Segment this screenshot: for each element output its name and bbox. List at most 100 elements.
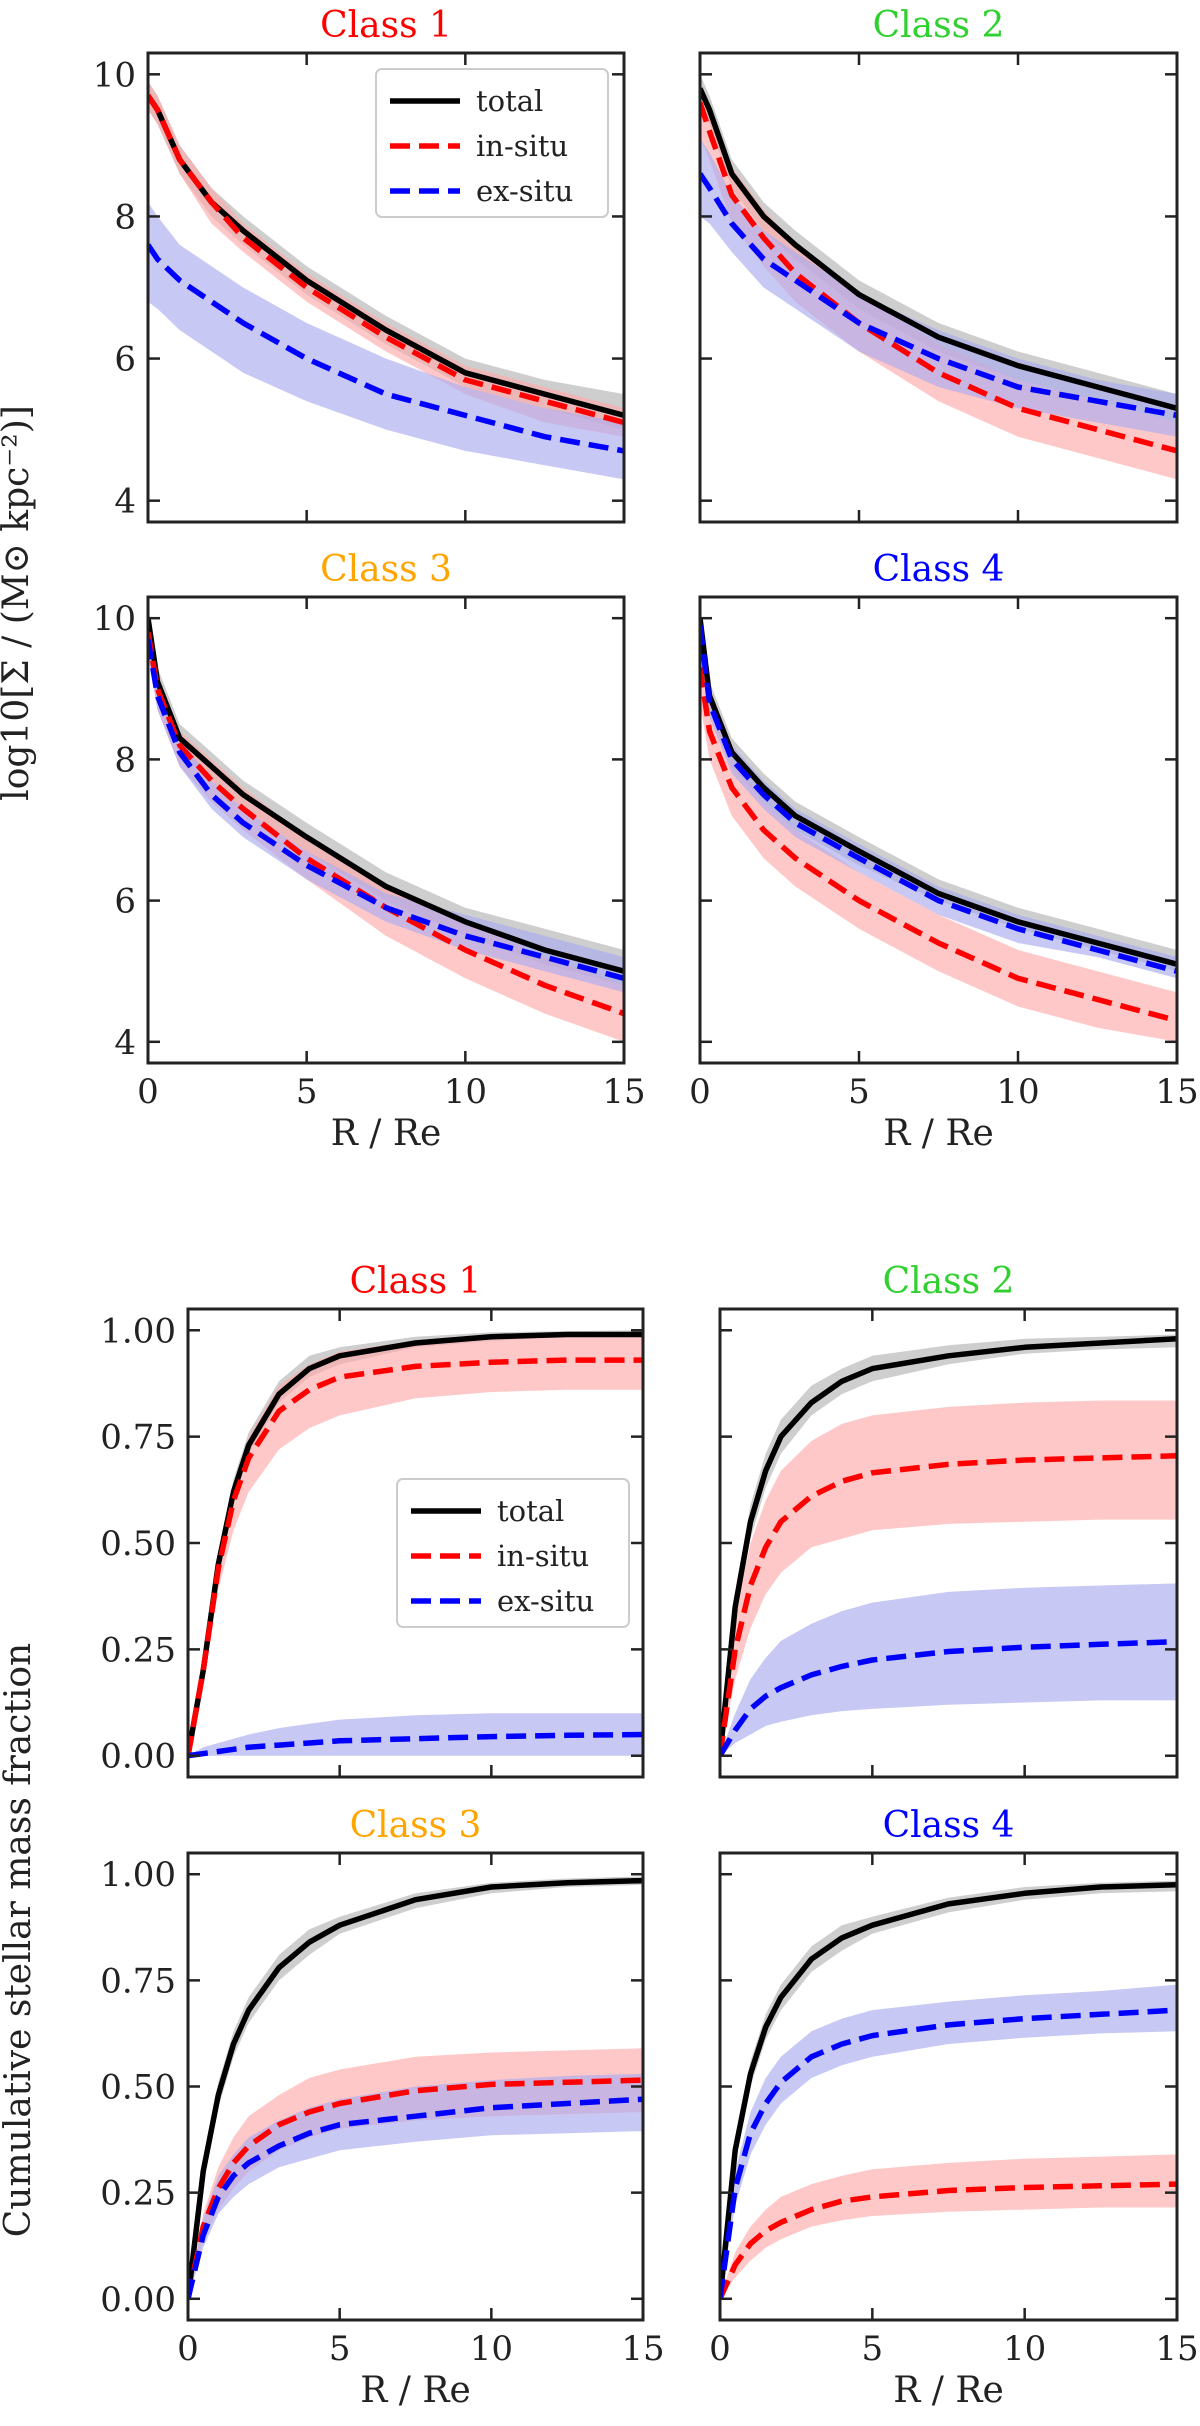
panel-2: Class 2 <box>698 5 1179 524</box>
x-tick-label: 15 <box>602 1072 645 1112</box>
plot-area <box>700 74 1177 480</box>
y-tick-label: 1.00 <box>100 1311 176 1351</box>
y-tick-label: 8 <box>114 197 136 237</box>
insitu-line <box>700 667 1177 1024</box>
y-tick-label: 0.25 <box>100 1630 176 1670</box>
panels: 4 6 8 10 Class 1 total in-situ ex-situ Class 2 4 6… <box>93 5 1199 2411</box>
axes-frame <box>146 51 626 524</box>
y-tick-label: 4 <box>114 1023 136 1063</box>
y-tick-label: 10 <box>93 599 136 639</box>
x-tick-label: 0 <box>137 1072 159 1112</box>
y-tick-label: 10 <box>93 55 136 95</box>
plot-area <box>148 604 624 1042</box>
y-tick-label: 0.75 <box>100 1961 176 2001</box>
legend-label-insitu: in-situ <box>497 1539 589 1573</box>
exsitu-line <box>148 638 624 981</box>
x-tick-label: 15 <box>621 2329 664 2369</box>
panel-title: Class 1 <box>320 5 452 46</box>
x-axis-label: R / Re <box>331 1113 442 1154</box>
axes-frame <box>698 595 1179 1065</box>
y-tick-label: 8 <box>114 740 136 780</box>
panel-4: 0 5 10 15 Class 4 R / Re <box>689 549 1198 1154</box>
axes-frame <box>698 51 1179 524</box>
x-tick-label: 0 <box>689 1072 711 1112</box>
total-line <box>720 1336 1177 1756</box>
x-tick-label: 15 <box>1155 1072 1198 1112</box>
y-tick-label: 0.50 <box>100 1524 176 1564</box>
panel-title: Class 1 <box>350 1261 482 1302</box>
legend-box <box>375 68 609 218</box>
insitu-band <box>148 618 624 1042</box>
exsitu-line <box>700 172 1177 419</box>
x-tick-label: 10 <box>444 1072 487 1112</box>
total-line <box>188 1877 643 2300</box>
y-tick-label: 6 <box>114 340 136 380</box>
y-tick-label: 0.50 <box>100 2068 176 2108</box>
total-band <box>148 81 624 430</box>
x-axis-label: R / Re <box>893 2370 1004 2411</box>
x-tick-label: 5 <box>329 2329 351 2369</box>
insitu-line <box>720 1453 1177 1757</box>
y-tick-label: 4 <box>114 482 136 522</box>
x-tick-label: 5 <box>848 1072 870 1112</box>
insitu-band <box>720 2154 1177 2299</box>
exsitu-line <box>720 1638 1177 1758</box>
panel-6: Class 2 <box>718 1261 1179 1779</box>
panel-title: Class 2 <box>873 5 1005 46</box>
insitu-line <box>700 101 1177 454</box>
panel-5: 0.00 0.25 0.50 0.75 1.00 Class 1 total in-situ e… <box>100 1261 645 1779</box>
panel-1: 4 6 8 10 Class 1 total in-situ ex-situ <box>93 5 626 524</box>
x-axis-label: R / Re <box>883 1113 994 1154</box>
insitu-line <box>148 94 624 426</box>
panel-8: 0 5 10 15 Class 4 R / Re <box>709 1805 1198 2411</box>
x-tick-label: 0 <box>177 2329 199 2369</box>
panel-title: Class 3 <box>350 1805 482 1846</box>
legend-label-total: total <box>476 84 543 118</box>
exsitu-band <box>720 1583 1177 1756</box>
legend-box <box>396 1478 630 1628</box>
exsitu-band <box>720 1984 1177 2299</box>
plot-area <box>720 1334 1177 1758</box>
legend: total in-situ ex-situ <box>396 1478 630 1628</box>
insitu-band <box>188 1334 643 1756</box>
panel-title: Class 3 <box>320 549 452 590</box>
legend-label-exsitu: ex-situ <box>476 174 573 208</box>
legend: total in-situ ex-situ <box>375 68 609 218</box>
x-tick-label: 10 <box>996 1072 1039 1112</box>
exsitu-band <box>700 611 1177 979</box>
y-tick-label: 1.00 <box>100 1855 176 1895</box>
total-line <box>700 87 1177 411</box>
x-tick-label: 10 <box>1003 2329 1046 2369</box>
plot-area <box>188 1876 643 2300</box>
exsitu-line <box>700 624 1177 974</box>
top-y-axis-label: log10[Σ / (M⊙ kpc⁻²)] <box>0 405 37 801</box>
plot-area <box>188 1330 643 1759</box>
exsitu-band <box>148 202 624 480</box>
panel-title: Class 2 <box>883 1261 1015 1302</box>
y-tick-label: 0.25 <box>100 2174 176 2214</box>
x-tick-label: 0 <box>709 2329 731 2369</box>
x-axis-label: R / Re <box>360 2370 471 2411</box>
plot-area <box>700 604 1177 1042</box>
insitu-band <box>700 639 1177 1042</box>
x-tick-label: 5 <box>862 2329 884 2369</box>
x-tick-label: 5 <box>296 1072 318 1112</box>
axes-frame <box>146 595 626 1065</box>
exsitu-line <box>188 1731 643 1759</box>
legend-label-total: total <box>497 1494 564 1528</box>
y-tick-label: 0.00 <box>100 1737 176 1777</box>
y-tick-label: 6 <box>114 882 136 922</box>
insitu-line <box>720 2181 1177 2300</box>
panel-title: Class 4 <box>873 549 1005 590</box>
total-line <box>720 1882 1177 2300</box>
exsitu-band <box>188 1713 643 1756</box>
panel-title: Class 4 <box>883 1805 1015 1846</box>
panel-7: 0.00 0.25 0.50 0.75 1.00 0 5 10 15 Class 3 R / Re <box>100 1805 664 2411</box>
exsitu-line <box>720 2007 1177 2300</box>
bottom-y-axis-label: Cumulative stellar mass fraction <box>0 1643 39 2237</box>
x-tick-label: 15 <box>1155 2329 1198 2369</box>
y-tick-label: 0.75 <box>100 1418 176 1458</box>
exsitu-line <box>188 2096 643 2300</box>
plot-area <box>148 81 624 480</box>
